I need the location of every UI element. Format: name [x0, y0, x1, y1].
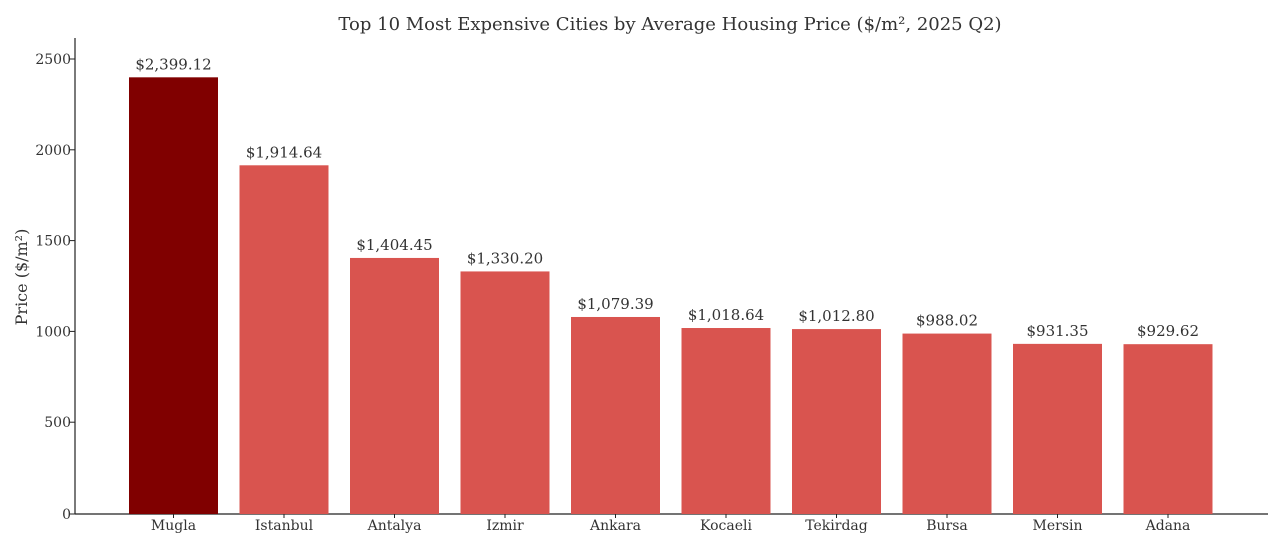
y-tick-label: 500: [44, 415, 71, 431]
bar-adana: [1123, 344, 1213, 514]
chart-title: Top 10 Most Expensive Cities by Average …: [338, 14, 1001, 35]
value-label: $1,914.64: [246, 143, 322, 161]
value-label: $1,079.39: [577, 295, 653, 313]
value-label: $1,330.20: [467, 249, 543, 267]
bar-antalya: [350, 257, 439, 514]
y-axis-ticks: 0 500 1000 1500 2000 2500: [35, 52, 75, 523]
x-tick-label: Antalya: [367, 518, 422, 534]
value-label: $1,012.80: [798, 307, 874, 325]
value-label: $1,018.64: [688, 306, 764, 324]
bar-istanbul: [239, 165, 329, 514]
category-labels-group: Mugla Istanbul Antalya Izmir Ankara Kocaeli Te…: [151, 514, 1190, 534]
value-label: $2,399.12: [135, 55, 211, 73]
x-tick-label: Mersin: [1033, 518, 1083, 534]
x-tick-label: Tekirdag: [805, 518, 867, 534]
x-tick-label: Istanbul: [255, 518, 314, 534]
x-tick-label: Kocaeli: [700, 518, 752, 534]
bar-ankara: [571, 316, 660, 514]
bar-bursa: [902, 333, 992, 514]
value-label: $988.02: [916, 312, 978, 330]
bar-mugla: [129, 77, 218, 514]
bar-izmir: [460, 271, 550, 514]
x-tick-label: Bursa: [926, 518, 968, 534]
bar-kocaeli: [681, 328, 771, 514]
x-tick-label: Mugla: [151, 518, 196, 534]
y-axis-label: Price ($/m²): [12, 229, 31, 326]
value-labels-group: $2,399.12 $1,914.64 $1,404.45 $1,330.20 $1,0…: [135, 55, 1199, 340]
value-label: $1,404.45: [356, 236, 432, 254]
x-tick-label: Adana: [1145, 518, 1191, 534]
bar-mersin: [1013, 343, 1102, 514]
y-tick-label: 1000: [35, 324, 71, 340]
y-tick-label: 0: [62, 507, 71, 523]
x-tick-label: Izmir: [486, 518, 524, 534]
y-tick-label: 1500: [35, 234, 71, 250]
y-tick-label: 2000: [35, 143, 71, 159]
value-label: $931.35: [1026, 322, 1088, 340]
value-label: $929.62: [1137, 322, 1199, 340]
bars-group: [129, 77, 1213, 514]
bar-tekirdag: [792, 329, 881, 514]
y-tick-label: 2500: [35, 52, 71, 68]
x-tick-label: Ankara: [589, 518, 641, 534]
